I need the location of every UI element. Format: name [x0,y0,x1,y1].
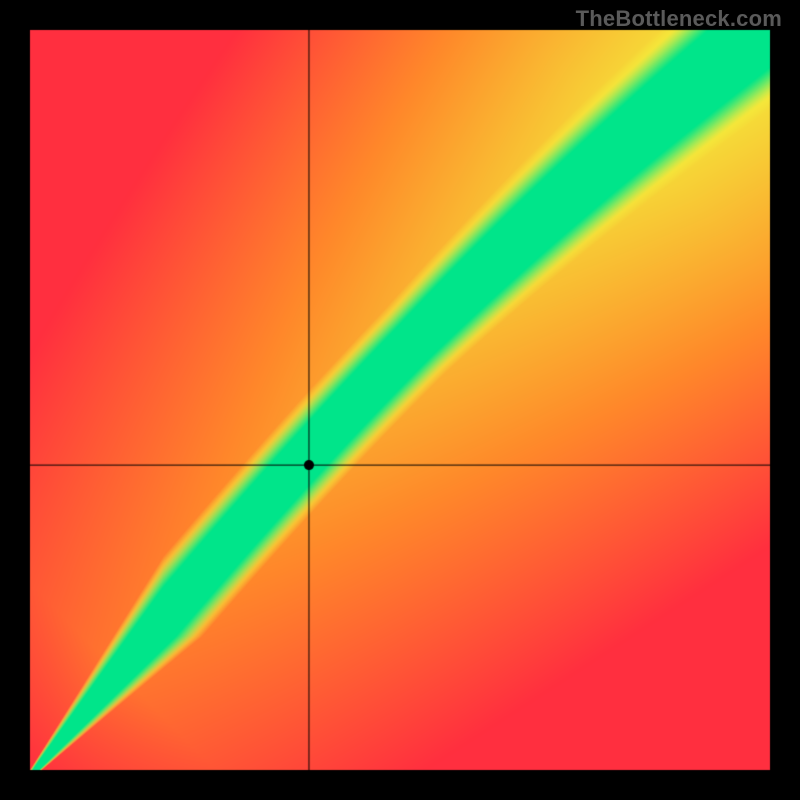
heatmap-canvas [0,0,800,800]
chart-container: { "watermark": { "text": "TheBottleneck.… [0,0,800,800]
watermark-text: TheBottleneck.com [576,6,782,32]
